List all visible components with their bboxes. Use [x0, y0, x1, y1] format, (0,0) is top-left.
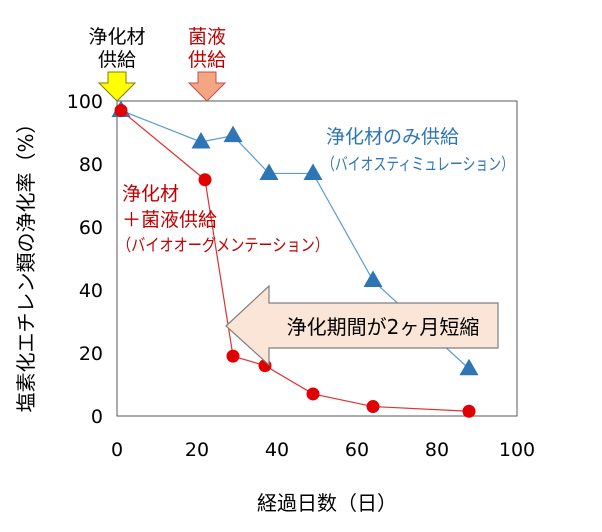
series-layer	[111, 100, 479, 418]
data-point-circle	[366, 400, 380, 414]
x-tick-label: 0	[111, 439, 123, 461]
supply-marker-purifier: 浄化材 供給	[88, 26, 146, 102]
series-label-blue: 浄化材のみ供給	[326, 126, 459, 148]
x-axis-label: 経過日数（日）	[257, 491, 397, 515]
data-point-triangle	[259, 163, 279, 180]
series-label-blue-sub: （バイオスティミュレーション）	[322, 155, 514, 175]
x-tick-labels: 0 20 40 60 80 100	[111, 439, 535, 461]
data-point-circle	[198, 173, 212, 187]
data-point-triangle	[191, 131, 211, 149]
y-tick-label: 20	[79, 343, 103, 365]
x-tick-label: 100	[499, 439, 535, 461]
legend-red: 浄化材 ＋菌液供給 （バイオオーグメンテーション）	[117, 183, 329, 256]
plot-area	[116, 100, 518, 417]
data-point-circle	[306, 387, 320, 401]
y-tick-label: 0	[91, 406, 103, 428]
left-arrow-callout-shape	[225, 284, 499, 367]
y-axis-label: 塩素化エチレン類の浄化率（%）	[14, 113, 38, 412]
supply-purifier-line2: 供給	[98, 49, 136, 71]
data-point-triangle	[459, 358, 479, 376]
y-tick-labels: 0 20 40 60 80 100	[67, 91, 103, 428]
series-label-red-line2: ＋菌液供給	[122, 209, 217, 231]
data-point-circle	[226, 349, 240, 363]
callout-shortened: 浄化期間が2ヶ月短縮	[225, 284, 499, 367]
y-tick-label: 60	[79, 217, 103, 239]
down-arrow-icon	[97, 71, 137, 102]
data-point-circle	[114, 103, 128, 117]
legend-blue: 浄化材のみ供給 （バイオスティミュレーション）	[322, 126, 514, 175]
data-point-triangle	[223, 125, 243, 143]
x-tick-label: 60	[345, 439, 369, 461]
data-point-circle	[462, 404, 476, 418]
supply-marker-bacteria: 菌液 供給	[187, 26, 227, 102]
x-tick-label: 80	[425, 439, 449, 461]
x-tick-label: 40	[265, 439, 289, 461]
data-point-triangle	[363, 270, 383, 288]
data-point-triangle	[303, 163, 323, 180]
series-label-red-line3: （バイオオーグメンテーション）	[117, 236, 329, 256]
y-tick-label: 100	[67, 91, 103, 113]
series-label-red-line1: 浄化材	[122, 183, 179, 205]
x-tick-label: 20	[185, 439, 209, 461]
supply-bacteria-line2: 供給	[188, 49, 226, 71]
supply-bacteria-line1: 菌液	[188, 26, 226, 48]
down-arrow-icon	[187, 71, 227, 102]
y-tick-label: 80	[79, 154, 103, 176]
y-tick-label: 40	[79, 280, 103, 302]
callout-text: 浄化期間が2ヶ月短縮	[287, 315, 480, 339]
supply-purifier-line1: 浄化材	[88, 26, 145, 48]
